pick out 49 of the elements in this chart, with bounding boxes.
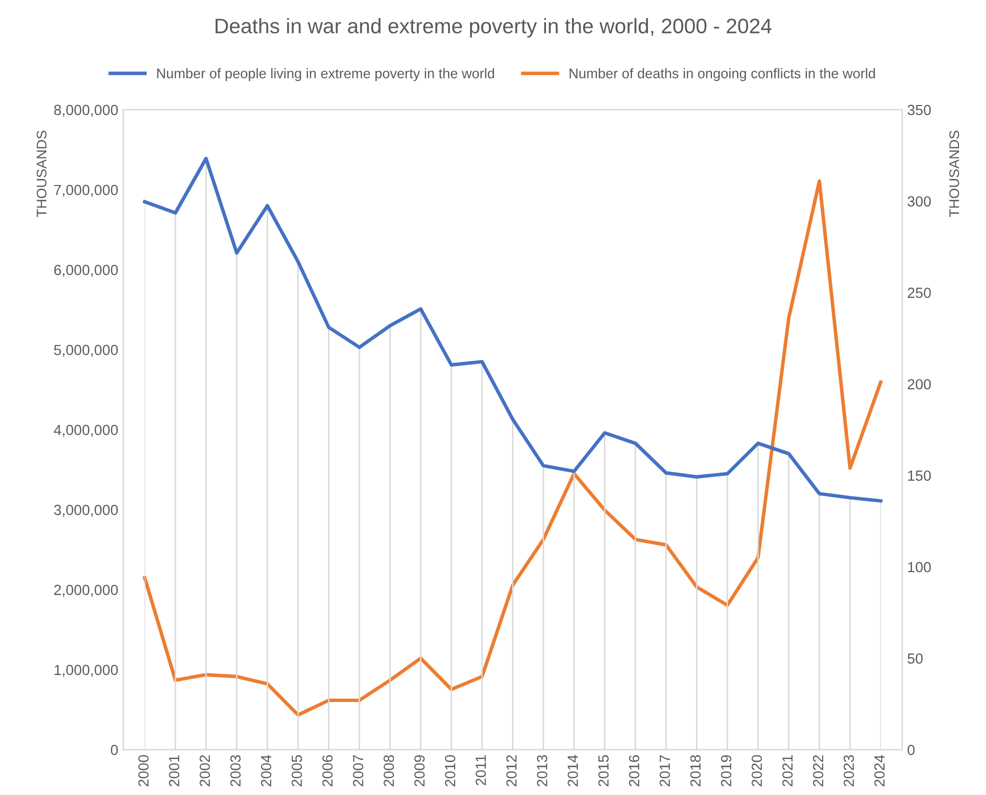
x-tick-label: 2023 [844,755,854,786]
x-tick-label: 2013 [536,755,548,786]
x-tick-label: 2001 [168,755,180,786]
x-tick-label: 2004 [260,754,272,786]
line-series [142,156,882,503]
y-tick-label: 1,000,000 [54,664,118,677]
y-tick-label: 2,000,000 [54,584,118,597]
x-tick-label: 2019 [720,755,732,786]
chart-title: Deaths in war and extreme poverty in the world, 2000 - 2024 [216,18,772,38]
y2-tick-label: 250 [908,288,931,298]
x-tick-label: 2003 [230,755,241,786]
x-tick-label: 2015 [598,755,609,786]
y-tick-label: 7,000,000 [54,184,118,197]
x-tick-label: 2000 [138,755,149,786]
y-tick-label: 6,000,000 [54,264,118,277]
x-tick-label: 2006 [322,755,333,786]
y2-tick-label: 350 [908,104,931,116]
x-tick-label: 2024 [874,754,885,786]
x-tick-label: 2014 [568,754,578,786]
legend-label: Number of people living in extreme poverty in the world [157,68,494,82]
x-tick-label: 2020 [752,755,762,786]
x-tick-label: 2022 [812,755,824,786]
legend-label: Number of deaths in ongoing conflicts in the world [570,68,875,82]
x-tick-label: 2021 [782,755,793,786]
x-tick-label: 2011 [476,755,486,786]
x-tick-label: 2012 [506,755,517,786]
line-series [142,179,882,717]
x-tick-label: 2008 [384,755,394,786]
y-tick-label: 8,000,000 [54,104,118,117]
y2-tick-label: 300 [908,196,931,207]
y2-axis-title: THOUSANDS [949,130,960,217]
x-tick-label: 2007 [352,755,364,786]
y-tick-label: 5,000,000 [54,344,118,357]
y-tick-label: 3,000,000 [54,504,118,517]
y-tick-label: 0 [110,744,118,756]
x-tick-label: 2002 [200,755,210,786]
x-tick-label: 2017 [660,755,670,786]
x-tick-label: 2010 [444,755,456,786]
y2-tick-label: 150 [908,470,931,481]
x-tick-label: 2018 [690,755,701,786]
y2-tick-label: 50 [908,653,923,664]
x-tick-label: 2005 [292,755,302,786]
y-tick-label: 4,000,000 [54,424,118,437]
x-tick-label: 2009 [414,755,425,786]
y2-tick-label: 0 [908,744,915,756]
y-axis-title: THOUSANDS [36,130,47,217]
y2-tick-label: 100 [908,562,931,572]
y2-tick-label: 200 [908,379,931,390]
x-tick-label: 2016 [628,755,640,786]
